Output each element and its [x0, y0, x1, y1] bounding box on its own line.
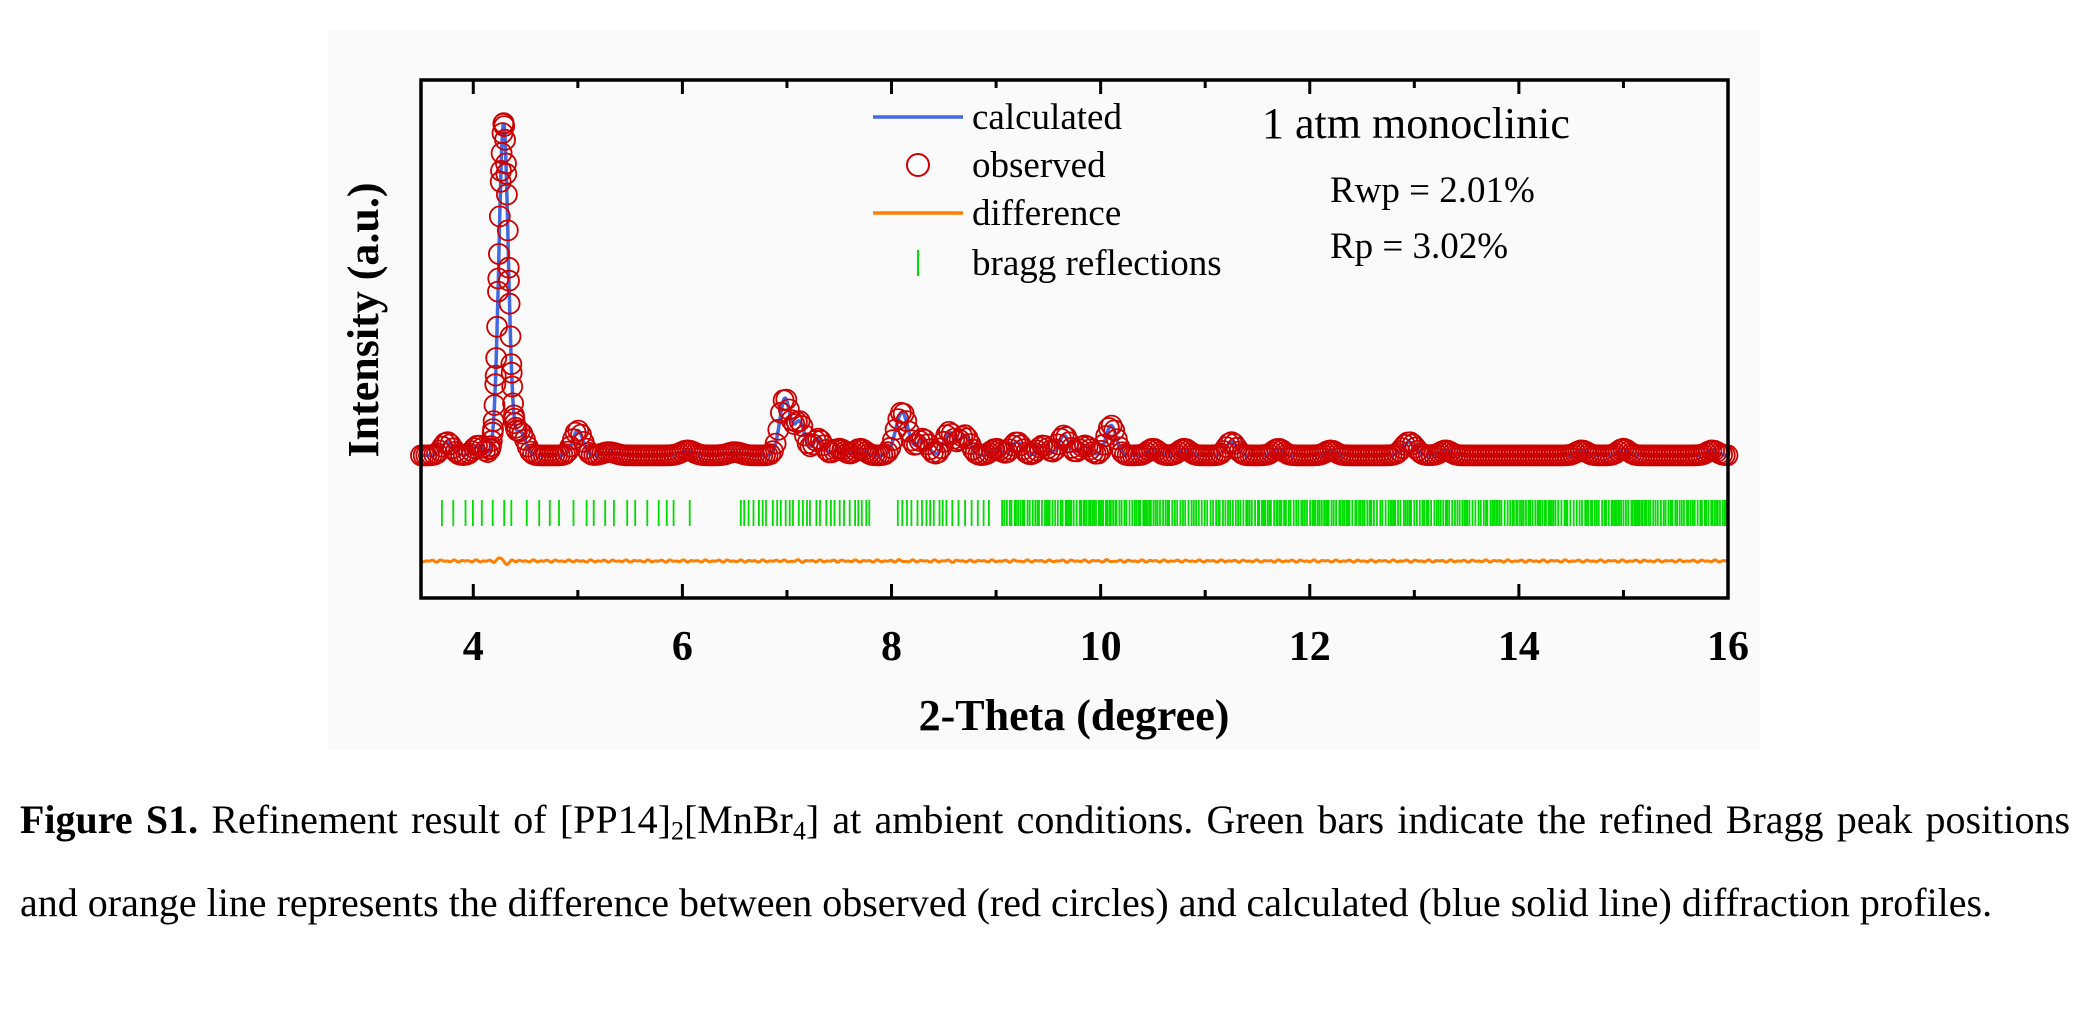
- observed-point: [1055, 426, 1078, 449]
- caption-text-mid: [MnBr: [683, 797, 793, 842]
- observed-point: [484, 364, 507, 387]
- observed-point: [501, 375, 524, 398]
- observed-point: [490, 159, 512, 182]
- x-axis: 4 6 8 10 12 14 16: [463, 80, 1749, 670]
- observed-point: [764, 432, 787, 455]
- observed-point: [498, 292, 521, 315]
- observed-point: [483, 394, 506, 417]
- observed-point: [493, 115, 516, 137]
- caption-subscript-2: 4: [792, 816, 806, 846]
- legend-difference-label: difference: [972, 193, 1121, 234]
- x-tick-label: 14: [1498, 624, 1540, 670]
- legend-observed-label: observed: [972, 145, 1106, 186]
- observed-point: [488, 205, 511, 228]
- observed-point: [1092, 433, 1115, 456]
- observed-point: [874, 443, 896, 466]
- observed-point: [494, 128, 517, 151]
- legend-observed-marker: [906, 153, 930, 177]
- plot-area: [410, 112, 1739, 567]
- observed-point: [500, 353, 523, 376]
- rp-annotation: Rp = 3.02%: [1330, 226, 1508, 267]
- observed-point: [496, 219, 519, 242]
- legend-bragg-label: bragg reflections: [972, 243, 1222, 284]
- observed-point: [495, 152, 517, 175]
- observed-point: [815, 438, 838, 461]
- caption-label: Figure S1.: [20, 797, 199, 842]
- observed-point: [788, 410, 811, 433]
- observed-point: [497, 256, 520, 279]
- observed-point: [1023, 442, 1046, 464]
- observed-point: [567, 419, 590, 442]
- observed-point: [487, 280, 509, 303]
- observed-point: [485, 347, 508, 369]
- caption-text-before: Refinement result of [PP14]: [198, 797, 671, 842]
- observed-point: [500, 361, 523, 384]
- observed-point: [775, 388, 798, 411]
- plot-frame: [419, 78, 1730, 600]
- difference-line: [420, 556, 1729, 567]
- observed-point: [1100, 414, 1123, 437]
- legend-calculated-label: calculated: [972, 97, 1122, 138]
- x-axis-title: 2-Theta (degree): [919, 691, 1230, 740]
- observed-point: [1052, 424, 1075, 447]
- legend: calculated observed difference bragg ref…: [873, 97, 1222, 284]
- phase-annotation: 1 atm monoclinic: [1262, 99, 1570, 148]
- x-tick-label: 12: [1289, 624, 1331, 670]
- x-tick-label: 4: [463, 624, 484, 670]
- caption-subscript-1: 2: [670, 816, 684, 846]
- x-tick-label: 16: [1707, 624, 1749, 670]
- observed-point: [940, 422, 963, 445]
- observed-point: [1103, 419, 1126, 442]
- observed-point: [458, 442, 480, 465]
- observed-point: [1076, 435, 1099, 458]
- observed-point: [1060, 436, 1083, 459]
- observed-point: [791, 415, 814, 438]
- observed-point: [482, 410, 505, 433]
- observed-point: [759, 443, 782, 466]
- figure-caption: Figure S1. Refinement result of [PP14]2[…: [20, 778, 2070, 944]
- figure-background: [328, 30, 1760, 750]
- observed-point: [482, 418, 504, 441]
- x-tick-label: 10: [1080, 624, 1122, 670]
- observed-point: [1066, 440, 1088, 463]
- y-axis-title: Intensity (a.u.): [339, 182, 388, 457]
- xrd-refinement-chart: 4 6 8 10 12 14 16 2-Theta (degree) Intensity (…: [328, 30, 1760, 750]
- observed-point: [876, 441, 899, 464]
- observed-point: [499, 325, 522, 348]
- x-tick-label: 8: [881, 624, 902, 670]
- observed-point: [807, 427, 830, 450]
- observed-point: [484, 373, 507, 396]
- rwp-annotation: Rwp = 2.01%: [1330, 170, 1535, 211]
- observed-point: [468, 434, 491, 457]
- x-tick-label: 6: [672, 624, 693, 670]
- observed-point: [495, 183, 518, 206]
- caption-text-after: ] at ambient conditions. Green bars indi…: [20, 797, 2071, 925]
- observed-point: [498, 269, 520, 292]
- observed-point: [900, 429, 923, 452]
